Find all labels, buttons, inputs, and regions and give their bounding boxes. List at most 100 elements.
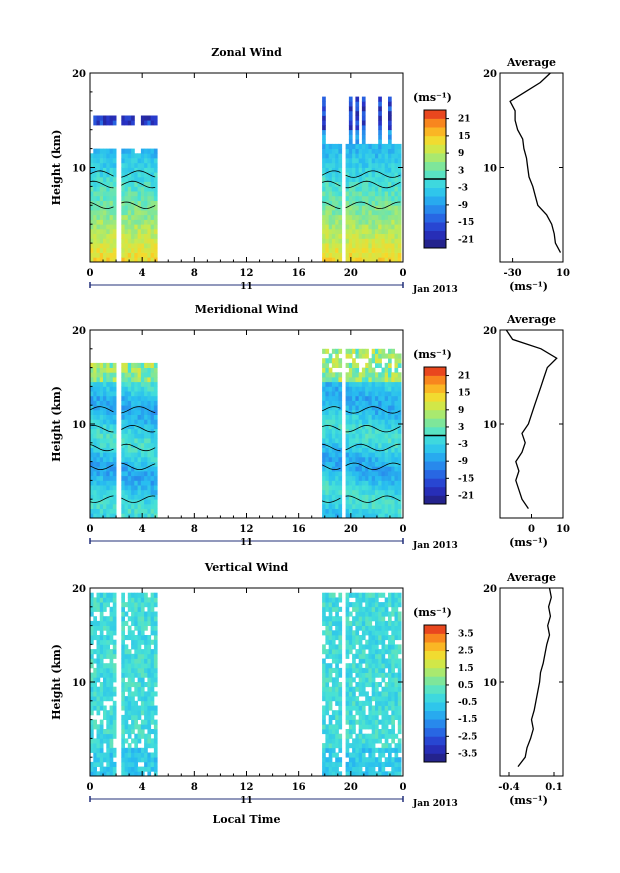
heatmap-cell <box>144 620 148 626</box>
heatmap-cell <box>361 247 366 253</box>
heatmap-cell <box>112 210 117 216</box>
heatmap-cell <box>153 691 158 697</box>
heatmap-cell <box>96 167 101 173</box>
heatmap-cell <box>124 243 129 249</box>
heatmap-cell <box>99 597 104 603</box>
heatmap-cell <box>388 677 392 683</box>
heatmap-cell <box>96 635 101 641</box>
heatmap-cell <box>365 167 369 173</box>
heatmap-cell <box>355 480 360 486</box>
heatmap-cell <box>384 442 389 448</box>
heatmap-cell <box>328 247 333 253</box>
heatmap-cell <box>378 362 382 368</box>
heatmap-cell <box>121 635 125 641</box>
heatmap-cell <box>131 677 135 683</box>
heatmap-cell <box>394 158 399 164</box>
heatmap-cell <box>361 433 366 439</box>
heatmap-cell <box>388 205 392 211</box>
heatmap-cell <box>381 461 386 467</box>
heatmap-cell <box>103 433 107 439</box>
heatmap-cell <box>397 381 402 387</box>
heatmap-cell <box>352 663 356 669</box>
heatmap-cell <box>153 513 158 519</box>
heatmap-cell <box>391 200 395 206</box>
heatmap-cell <box>348 729 353 735</box>
heatmap-cell <box>381 606 386 612</box>
heatmap-cell <box>378 214 382 220</box>
heatmap-cell <box>93 442 97 448</box>
heatmap-cell <box>144 181 148 187</box>
heatmap-cell <box>331 696 336 702</box>
heatmap-cell <box>325 452 330 458</box>
heatmap-cell <box>144 228 148 234</box>
heatmap-cell <box>109 395 114 401</box>
heatmap-cell <box>384 733 389 739</box>
heatmap-cell <box>140 682 145 688</box>
heatmap-cell <box>331 747 336 753</box>
heatmap-cell <box>109 682 114 688</box>
heatmap-cell <box>391 219 395 225</box>
heatmap-cell <box>345 480 350 486</box>
heatmap-cell <box>124 658 129 664</box>
heatmap-cell <box>124 381 129 387</box>
heatmap-cell <box>322 348 326 354</box>
heatmap-cell <box>90 620 94 626</box>
heatmap-cell <box>388 719 392 725</box>
heatmap-cell <box>140 452 145 458</box>
heatmap-cell <box>348 620 353 626</box>
heatmap-cell <box>394 696 399 702</box>
heatmap-cell <box>131 630 135 636</box>
heatmap-cell <box>131 433 135 439</box>
heatmap-cell <box>361 442 366 448</box>
heatmap-cell <box>375 672 379 678</box>
heatmap-cell <box>134 219 138 225</box>
heatmap-cell <box>371 672 376 678</box>
heatmap-cell <box>394 611 399 617</box>
heatmap-cell <box>391 181 395 187</box>
heatmap-cell <box>153 400 158 406</box>
heatmap-cell <box>381 224 386 230</box>
heatmap-cell <box>127 395 132 401</box>
heatmap-cell <box>328 738 333 744</box>
heatmap-cell <box>109 424 114 430</box>
heatmap-cell <box>328 367 333 373</box>
x-tick-label: 8 <box>191 268 198 279</box>
heatmap-cell <box>112 630 117 636</box>
heatmap-cell <box>144 162 148 168</box>
heatmap-cell <box>352 247 356 253</box>
heatmap-cell <box>375 148 379 154</box>
heatmap-cell <box>335 238 339 244</box>
heatmap-cell <box>131 485 135 491</box>
heatmap-cell <box>378 134 382 140</box>
heatmap-cell <box>375 667 379 673</box>
contour-line <box>345 201 401 210</box>
heatmap-cell <box>99 672 104 678</box>
heatmap-cell <box>384 391 389 397</box>
heatmap-cell <box>96 233 101 239</box>
heatmap-cell <box>109 738 114 744</box>
heatmap-cell <box>365 195 369 201</box>
heatmap-cell <box>144 456 148 462</box>
heatmap-cell <box>127 653 132 659</box>
heatmap-cell <box>150 367 155 373</box>
heatmap-cell <box>378 503 382 509</box>
heatmap-cell <box>394 471 399 477</box>
heatmap-cell <box>106 480 110 486</box>
heatmap-cell <box>96 625 101 631</box>
heatmap-cell <box>365 395 369 401</box>
heatmap-cell <box>355 110 360 116</box>
heatmap-cell <box>121 186 125 192</box>
heatmap-cell <box>381 705 386 711</box>
heatmap-cell <box>328 625 333 631</box>
heatmap-cell <box>368 167 373 173</box>
heatmap-cell <box>338 489 343 495</box>
heatmap-cell <box>325 677 330 683</box>
heatmap-cell <box>345 653 350 659</box>
heatmap-cell <box>358 238 363 244</box>
heatmap-cell <box>328 433 333 439</box>
heatmap-cell <box>352 729 356 735</box>
heatmap-cell <box>137 480 142 486</box>
heatmap-cell <box>322 667 326 673</box>
heatmap-cell <box>361 428 366 434</box>
heatmap-cell <box>348 386 353 392</box>
